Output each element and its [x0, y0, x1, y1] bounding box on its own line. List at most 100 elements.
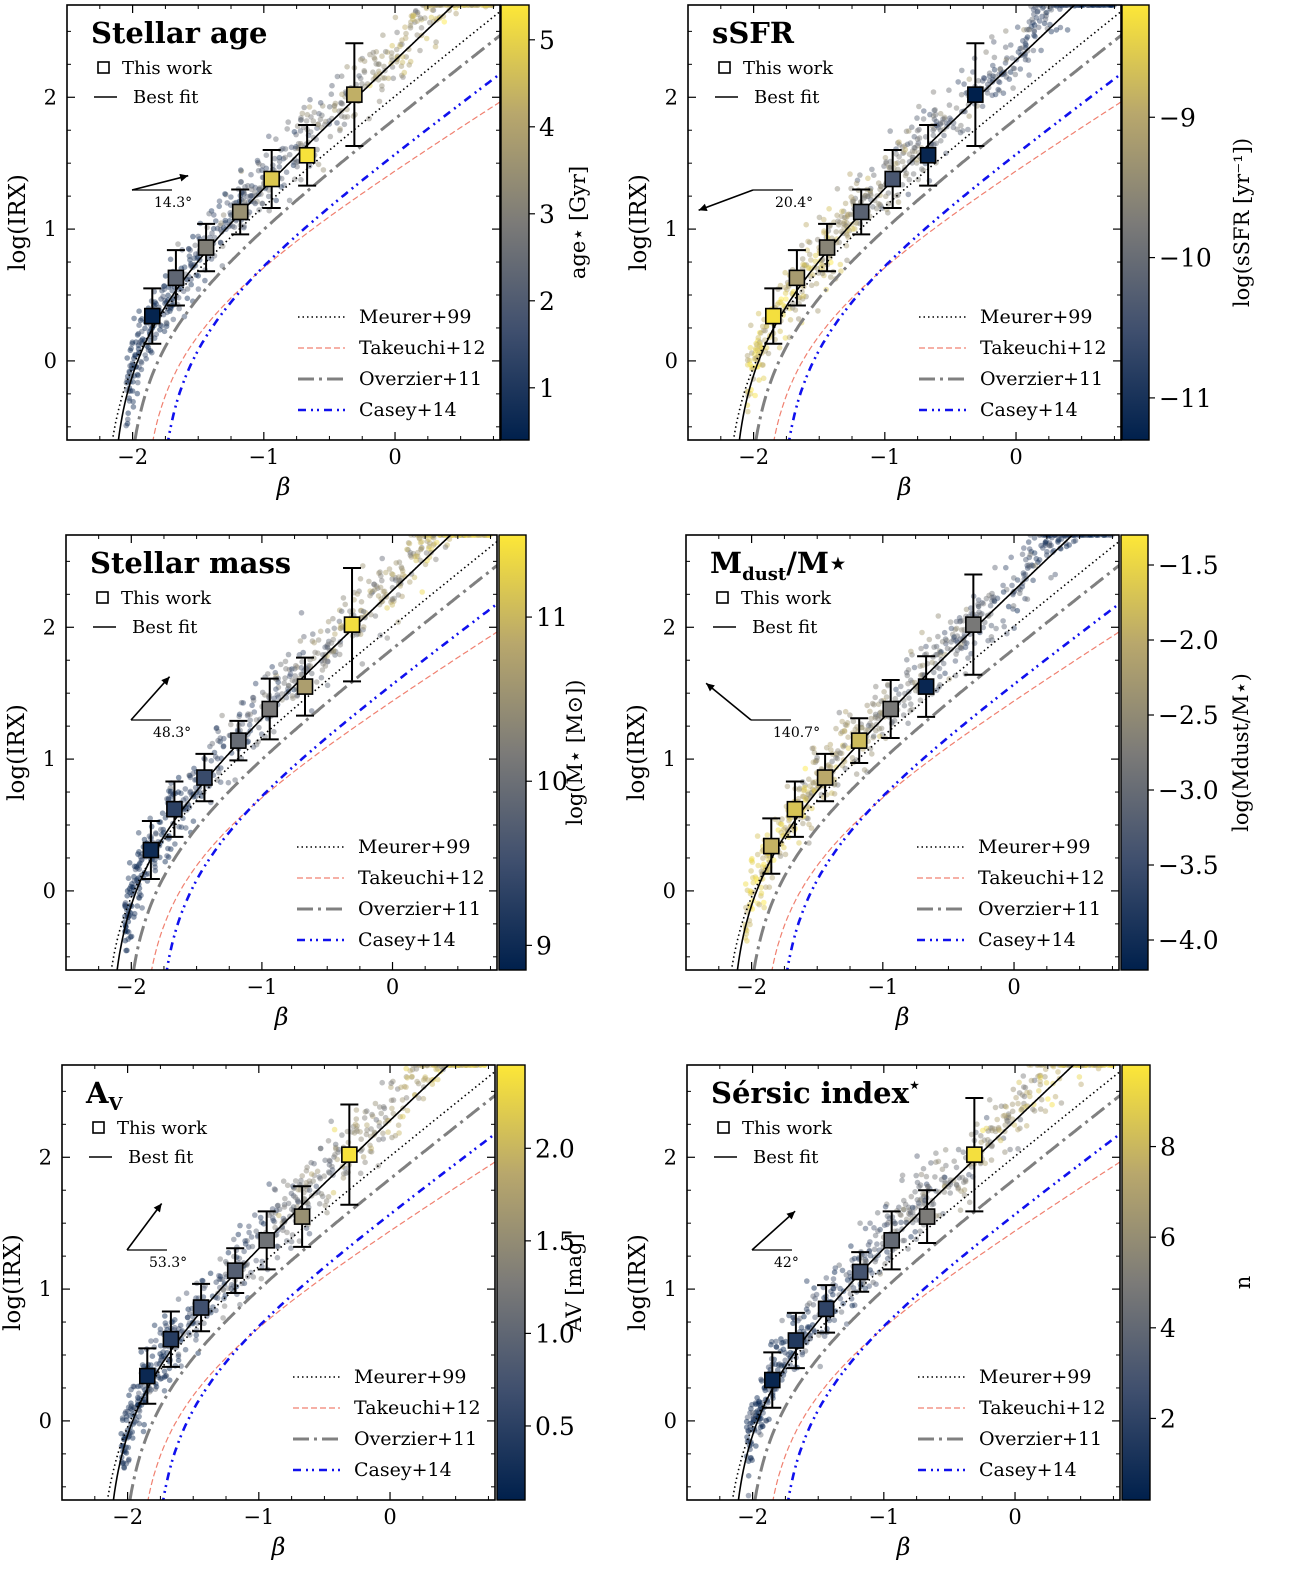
binned-points: [141, 566, 362, 881]
galaxy-point: [139, 328, 145, 335]
galaxy-point: [749, 1419, 755, 1426]
x-tick-label: −1: [868, 1505, 899, 1529]
galaxy-point: [222, 217, 229, 224]
galaxy-point: [336, 651, 343, 658]
galaxy-point: [935, 124, 942, 131]
galaxy-point: [399, 1097, 406, 1103]
galaxy-point: [1014, 24, 1021, 31]
galaxy-point: [1026, 562, 1032, 568]
galaxy-point: [295, 1199, 302, 1205]
galaxy-point: [157, 327, 163, 333]
galaxy-point: [298, 671, 305, 678]
galaxy-point: [1064, 27, 1071, 33]
galaxy-point: [920, 167, 927, 174]
galaxy-point: [989, 590, 995, 597]
galaxy-point: [961, 1187, 968, 1193]
galaxy-point: [136, 862, 142, 868]
galaxy-point: [1019, 583, 1026, 590]
galaxy-point: [947, 1190, 953, 1196]
galaxy-point: [811, 1329, 818, 1335]
galaxy-point: [424, 538, 431, 544]
galaxy-point: [389, 596, 396, 602]
galaxy-point: [857, 172, 863, 178]
galaxy-point: [955, 79, 961, 85]
galaxy-point: [782, 1350, 788, 1356]
galaxy-point: [131, 878, 138, 884]
galaxy-point: [131, 873, 137, 880]
galaxy-point: [899, 158, 906, 165]
colorbar: [1120, 534, 1149, 971]
galaxy-point: [938, 1176, 945, 1183]
galaxy-point: [875, 701, 882, 708]
takeuchi-relation-line: [151, 631, 497, 970]
galaxy-point: [279, 691, 285, 697]
galaxy-point: [389, 42, 396, 49]
galaxy-point: [948, 625, 955, 632]
galaxy-point: [143, 356, 149, 362]
galaxy-point: [422, 561, 429, 568]
galaxy-point: [364, 1122, 370, 1128]
galaxy-point: [379, 555, 386, 562]
galaxy-point: [298, 1177, 304, 1184]
galaxy-point: [932, 1174, 938, 1180]
galaxy-point: [218, 229, 225, 235]
galaxy-point: [274, 1254, 281, 1261]
galaxy-point: [869, 1270, 875, 1276]
galaxy-point: [129, 360, 136, 366]
galaxy-point: [900, 144, 906, 150]
colorbar-tick-label: −3.5: [1158, 851, 1219, 880]
galaxy-point: [803, 221, 809, 228]
galaxy-point: [298, 142, 305, 149]
galaxy-point: [839, 729, 845, 735]
galaxy-point: [252, 184, 258, 191]
galaxy-point: [183, 795, 189, 802]
arrow-icon: [126, 1203, 163, 1251]
galaxy-point: [962, 1177, 969, 1183]
galaxy-point: [985, 1128, 991, 1134]
galaxy-point: [745, 1473, 752, 1479]
galaxy-point: [157, 1342, 164, 1349]
galaxy-point: [840, 743, 847, 750]
galaxy-point: [914, 136, 921, 142]
galaxy-point: [941, 1174, 947, 1180]
galaxy-point: [278, 661, 284, 668]
galaxy-point: [165, 795, 172, 802]
galaxy-point: [228, 721, 234, 728]
galaxy-point: [865, 722, 872, 729]
galaxy-point: [867, 1267, 873, 1273]
galaxy-point: [145, 344, 152, 351]
galaxy-point: [1021, 545, 1027, 551]
galaxy-point: [838, 1309, 845, 1315]
galaxy-point: [907, 1209, 914, 1216]
galaxy-point: [217, 1256, 223, 1262]
galaxy-point: [902, 172, 909, 179]
galaxy-point: [917, 1228, 923, 1235]
galaxy-point: [214, 1295, 221, 1301]
galaxy-point: [175, 1296, 182, 1302]
galaxy-point: [389, 1105, 395, 1112]
galaxy-point: [386, 566, 393, 572]
galaxy-point: [910, 171, 917, 177]
binned-square: [851, 1263, 869, 1281]
galaxy-point: [327, 1158, 333, 1164]
galaxy-point: [276, 1206, 283, 1213]
galaxy-point: [1035, 8, 1041, 14]
galaxy-point: [407, 552, 414, 558]
galaxy-point: [1038, 1096, 1045, 1103]
galaxy-point: [130, 1383, 137, 1390]
galaxy-point: [367, 592, 373, 599]
galaxy-point: [992, 1126, 998, 1132]
galaxy-point: [371, 587, 378, 593]
galaxy-point: [382, 48, 389, 55]
colorbar: [500, 4, 530, 441]
galaxy-point: [1035, 24, 1042, 31]
galaxy-point: [912, 1205, 918, 1211]
galaxy-point: [134, 865, 141, 871]
galaxy-point: [399, 59, 406, 66]
galaxy-point: [750, 1413, 756, 1419]
galaxy-point: [802, 1348, 809, 1354]
galaxy-point: [158, 831, 165, 838]
galaxy-point: [246, 722, 253, 728]
galaxy-point: [285, 682, 292, 689]
galaxy-point: [992, 564, 998, 571]
